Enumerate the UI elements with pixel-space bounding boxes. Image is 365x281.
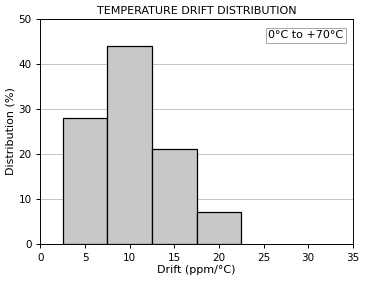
Bar (63, 118, 107, 244)
Text: 0°C to +70°C: 0°C to +70°C (268, 30, 343, 40)
Bar (197, 212, 241, 244)
Y-axis label: Distribution (%): Distribution (%) (5, 87, 16, 175)
Title: TEMPERATURE DRIFT DISTRIBUTION: TEMPERATURE DRIFT DISTRIBUTION (97, 6, 296, 15)
Bar (152, 149, 197, 244)
Bar (107, 46, 152, 244)
X-axis label: Drift (ppm/°C): Drift (ppm/°C) (157, 266, 236, 275)
